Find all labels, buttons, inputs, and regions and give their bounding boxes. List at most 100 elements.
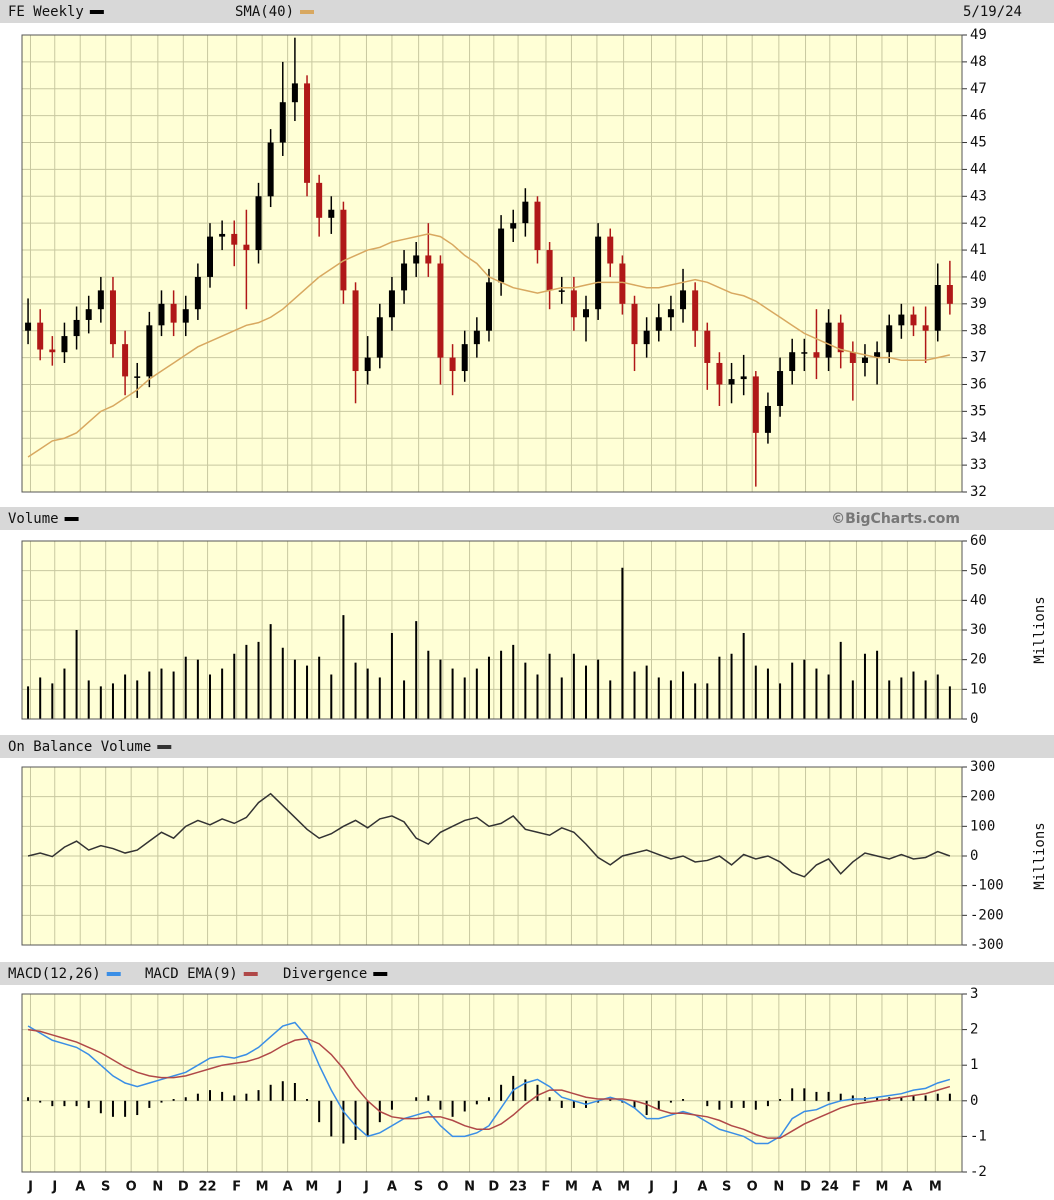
candle-body xyxy=(364,357,371,372)
y-tick-label: -100 xyxy=(970,878,1004,894)
x-tick-label: J xyxy=(672,1180,678,1195)
candle-body xyxy=(437,263,444,358)
candle-body xyxy=(777,371,784,406)
candle-body xyxy=(946,285,953,304)
y-tick-label: -1 xyxy=(970,1128,987,1144)
y-tick-label: 37 xyxy=(970,350,987,366)
candle-body xyxy=(583,309,589,318)
y-tick-label: 10 xyxy=(970,681,987,697)
candle-body xyxy=(692,290,699,331)
y-tick-label: 33 xyxy=(970,457,987,473)
y-tick-label: 34 xyxy=(970,430,987,446)
legend-label: FE Weekly xyxy=(8,4,84,20)
y-tick-label: 1 xyxy=(970,1057,978,1073)
x-tick-label: J xyxy=(51,1180,57,1195)
x-tick-label: J xyxy=(363,1180,369,1195)
candle-body xyxy=(607,236,614,264)
x-tick-label: M xyxy=(565,1180,578,1195)
plot-border xyxy=(21,766,963,946)
candle-body xyxy=(207,236,213,277)
candle-body xyxy=(764,405,771,433)
candle-body xyxy=(789,352,796,372)
x-tick-label: A xyxy=(697,1180,707,1195)
candle-body xyxy=(898,314,905,326)
candle-body xyxy=(316,182,323,218)
candle-body xyxy=(267,142,274,197)
legend-label: MACD EMA(9) xyxy=(145,966,238,982)
candle-body xyxy=(328,209,335,218)
y-tick-label: 39 xyxy=(970,296,987,312)
candle-body xyxy=(680,290,687,310)
candle-body xyxy=(291,83,298,103)
plot-border xyxy=(21,993,963,1173)
candle-body xyxy=(425,255,432,264)
candle-body xyxy=(304,83,311,183)
y-tick-label: 46 xyxy=(970,108,987,124)
candle-body xyxy=(801,352,808,354)
candle-body xyxy=(376,317,383,358)
legend-label: Divergence xyxy=(283,966,367,982)
x-tick-label: A xyxy=(902,1180,912,1195)
candle-body xyxy=(922,325,929,331)
series-line xyxy=(27,1028,951,1139)
y-tick-label: 35 xyxy=(970,403,987,419)
y-tick-label: 45 xyxy=(970,135,987,151)
y-tick-label: 41 xyxy=(970,242,987,258)
legend-label: Volume xyxy=(8,511,59,527)
candle-body xyxy=(498,228,505,283)
x-tick-label: A xyxy=(75,1180,85,1195)
candle-body xyxy=(813,352,820,358)
x-tick-label: D xyxy=(488,1180,499,1195)
candle-body xyxy=(279,102,286,143)
y-tick-label: 38 xyxy=(970,323,987,339)
x-tick-label: S xyxy=(414,1180,423,1195)
y-tick-label: 36 xyxy=(970,376,987,392)
candle-body xyxy=(934,285,941,331)
plot-border xyxy=(21,540,963,720)
candle-body xyxy=(73,319,80,337)
legend-label: MACD(12,26) xyxy=(8,966,101,982)
candle-body xyxy=(570,290,577,318)
candle-body xyxy=(874,352,881,358)
x-tick-label: M xyxy=(305,1180,318,1195)
candle-body xyxy=(219,233,226,237)
x-tick-label: N xyxy=(773,1180,784,1195)
series-line xyxy=(27,792,951,878)
y-tick-label: 40 xyxy=(970,592,987,608)
candle-body xyxy=(886,325,893,353)
y-tick-label: 40 xyxy=(970,269,987,285)
x-tick-label: S xyxy=(101,1180,110,1195)
candle-body xyxy=(667,309,674,318)
candle-body xyxy=(510,223,517,229)
y-tick-label: 50 xyxy=(970,563,987,579)
candle-body xyxy=(728,379,735,385)
candle-body xyxy=(134,376,141,378)
x-tick-label: J xyxy=(648,1180,654,1195)
y-tick-label: -300 xyxy=(970,937,1004,953)
y-tick-label: 3 xyxy=(970,986,978,1002)
x-tick-label: M xyxy=(617,1180,630,1195)
y-tick-label: 49 xyxy=(970,27,987,43)
x-tick-label: M xyxy=(875,1180,888,1195)
x-tick-label: O xyxy=(126,1180,137,1195)
candle-body xyxy=(534,201,541,251)
y-tick-label: -200 xyxy=(970,907,1004,923)
candle-body xyxy=(255,196,262,251)
legend-label: On Balance Volume xyxy=(8,739,151,755)
panel-header xyxy=(0,735,1054,758)
series-line xyxy=(27,233,951,458)
x-tick-label: 24 xyxy=(821,1180,839,1195)
plot-border xyxy=(21,34,963,493)
candle-body xyxy=(473,330,480,345)
y-tick-label: 32 xyxy=(970,484,987,500)
y-tick-label: 47 xyxy=(970,81,987,97)
y-tick-label: 42 xyxy=(970,215,987,231)
y-tick-label: 20 xyxy=(970,652,987,668)
y-tick-label: 300 xyxy=(970,759,995,775)
candle-body xyxy=(352,290,359,372)
y-tick-label: 30 xyxy=(970,622,987,638)
candle-body xyxy=(413,255,420,264)
y-tick-label: 100 xyxy=(970,818,995,834)
x-tick-label: M xyxy=(929,1180,942,1195)
